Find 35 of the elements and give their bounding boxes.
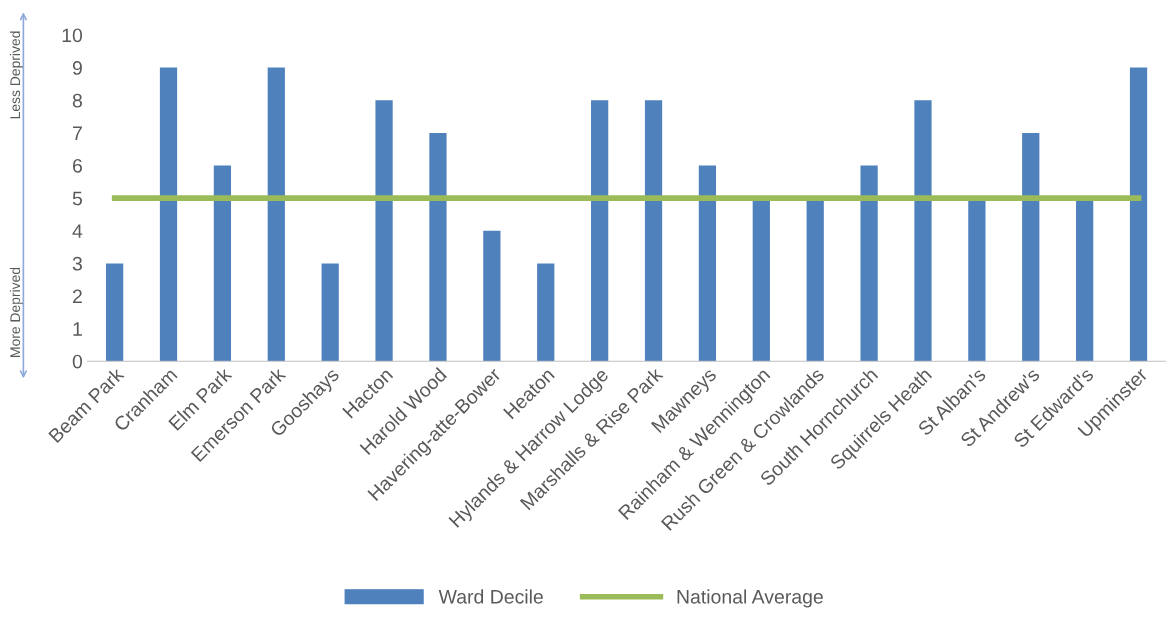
bar <box>267 67 285 362</box>
y-tick-label: 2 <box>72 289 82 304</box>
y-tick-label: 4 <box>72 224 83 238</box>
bar <box>806 198 824 362</box>
bar <box>429 132 447 362</box>
bar <box>537 263 555 362</box>
bar <box>321 263 339 362</box>
bar <box>106 263 124 362</box>
bar <box>644 100 663 362</box>
y-tick-label: 10 <box>62 28 83 43</box>
y-tick-label: 9 <box>72 61 82 75</box>
bar <box>1129 67 1148 362</box>
y-tick-label: 0 <box>72 354 83 369</box>
bar <box>752 198 770 362</box>
y-tick-label: 6 <box>72 158 82 173</box>
bar <box>914 100 932 362</box>
y-tick-label: 5 <box>72 191 82 206</box>
bar <box>968 198 986 362</box>
bar <box>483 230 501 362</box>
legend-label: Ward Decile <box>438 589 543 604</box>
y-tick-label: 8 <box>72 93 82 108</box>
bar <box>213 165 232 362</box>
bar <box>375 100 393 362</box>
text: More Deprived <box>9 267 23 357</box>
bar <box>860 165 878 362</box>
y-tick-label: 3 <box>72 256 82 271</box>
bar <box>698 165 717 362</box>
bar <box>591 100 609 362</box>
text: Less Deprived <box>9 31 23 119</box>
bar <box>1076 198 1094 362</box>
bar <box>159 67 178 362</box>
y-tick-label: 1 <box>73 322 82 336</box>
y-tick-label: 7 <box>73 126 82 140</box>
bar <box>1022 132 1040 362</box>
legend-label: National Average <box>677 589 823 608</box>
